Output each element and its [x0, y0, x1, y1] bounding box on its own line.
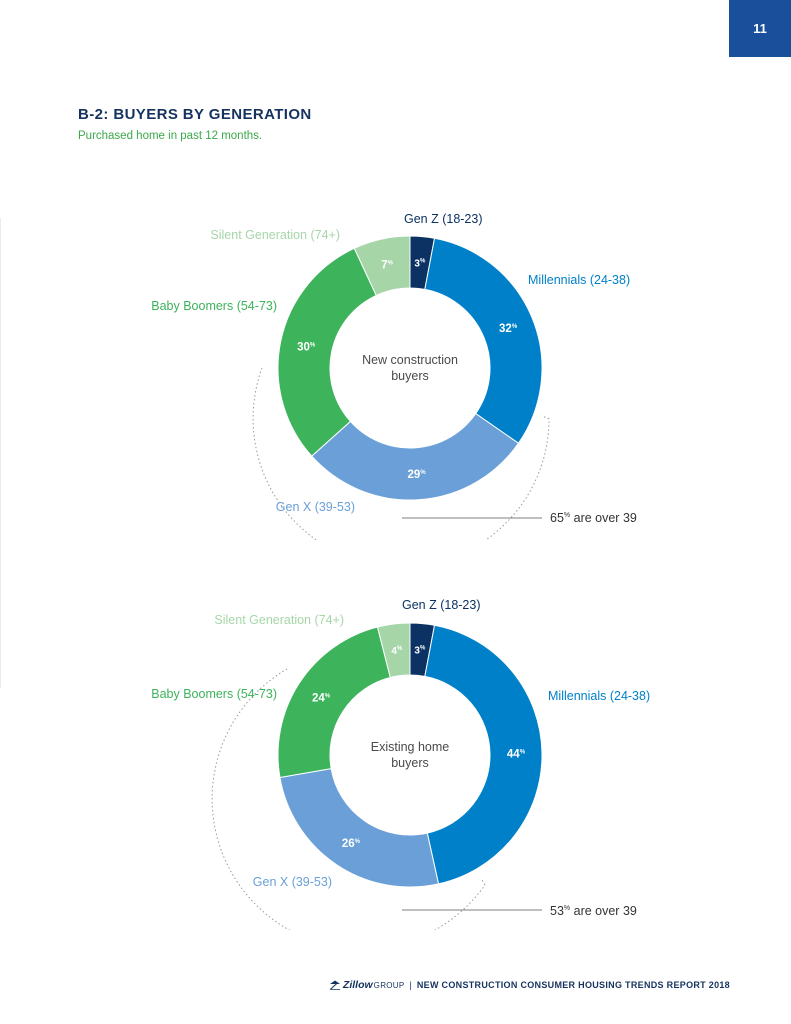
existing-home-category-label-gen-x: Gen X (39-53) — [253, 875, 332, 889]
footer-logo-group: GROUP — [373, 980, 405, 990]
footer-logo: Zillow — [342, 979, 373, 991]
existing-home-center-label-line-2: buyers — [391, 756, 429, 770]
footer-report-title: NEW CONSTRUCTION CONSUMER HOUSING TRENDS… — [416, 980, 730, 990]
new-construction-donut-chart: 3%Gen Z (18-23)32%Millennials (24-38)29%… — [151, 212, 637, 540]
left-margin-rule — [0, 218, 1, 688]
new-construction-slice-millennials — [424, 237, 543, 444]
footer-separator: | — [409, 980, 412, 990]
new-construction-slice-baby-boomers — [277, 247, 377, 457]
existing-home-category-label-millennials: Millennials (24-38) — [548, 689, 650, 703]
existing-home-slice-gen-x — [279, 768, 440, 888]
existing-home-bracket-tick — [480, 877, 486, 886]
page-subtitle: Purchased home in past 12 months. — [78, 130, 263, 142]
existing-home-slice-silent-generation — [376, 622, 411, 679]
new-construction-center-label-line-2: buyers — [391, 369, 429, 383]
new-construction-over-39-annotation: 65% are over 39 — [550, 511, 637, 525]
new-construction-over-39-bracket — [252, 367, 550, 540]
new-construction-bracket-tick — [541, 415, 550, 420]
existing-home-over-39-annotation: 53% are over 39 — [550, 904, 637, 918]
new-construction-value-label-gen-z: 3% — [414, 258, 426, 269]
new-construction-slice-gen-x — [311, 412, 520, 501]
new-construction-category-label-silent-generation: Silent Generation (74+) — [210, 228, 340, 242]
new-construction-slice-silent-generation — [353, 235, 411, 297]
existing-home-slice-baby-boomers — [277, 626, 391, 779]
new-construction-category-label-millennials: Millennials (24-38) — [528, 273, 630, 287]
page-title: B-2: BUYERS BY GENERATION — [78, 106, 312, 123]
existing-home-category-label-silent-generation: Silent Generation (74+) — [214, 613, 344, 627]
existing-home-value-label-gen-z: 3% — [414, 645, 426, 656]
new-construction-center-label-line-1: New construction — [362, 353, 458, 367]
existing-home-over-39-bracket — [211, 668, 486, 930]
existing-home-center-label-line-1: Existing home — [371, 740, 450, 754]
existing-home-donut-chart: 3%Gen Z (18-23)44%Millennials (24-38)26%… — [151, 598, 650, 930]
new-construction-category-label-baby-boomers: Baby Boomers (54-73) — [151, 299, 277, 313]
existing-home-category-label-gen-z: Gen Z (18-23) — [402, 598, 481, 612]
existing-home-category-label-baby-boomers: Baby Boomers (54-73) — [151, 687, 277, 701]
new-construction-category-label-gen-x: Gen X (39-53) — [276, 500, 355, 514]
page-number: 11 — [729, 0, 791, 57]
existing-home-value-label-silent-generation: 4% — [391, 646, 403, 657]
existing-home-slice-millennials — [424, 624, 543, 885]
footer: Zillow GROUP | NEW CONSTRUCTION CONSUMER… — [300, 977, 730, 993]
zillow-logo-icon — [329, 980, 340, 990]
new-construction-category-label-gen-z: Gen Z (18-23) — [404, 212, 483, 226]
